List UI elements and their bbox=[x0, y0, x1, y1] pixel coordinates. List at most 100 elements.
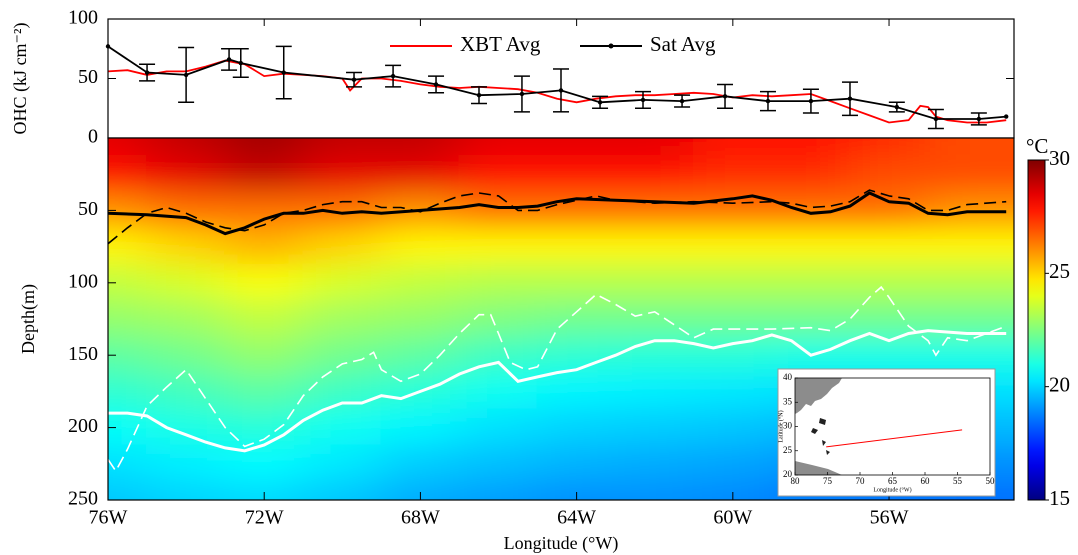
heatmap-cell bbox=[224, 480, 305, 500]
data-point bbox=[144, 70, 150, 75]
heatmap-cell bbox=[536, 372, 617, 411]
x-tick-label: 50 bbox=[986, 476, 996, 486]
heatmap-cell bbox=[146, 155, 227, 194]
heatmap-cell bbox=[380, 138, 461, 158]
heatmap-cell bbox=[692, 408, 773, 447]
heatmap-cell bbox=[302, 372, 383, 411]
heatmap-cell bbox=[146, 227, 227, 266]
heatmap-cell bbox=[380, 263, 461, 302]
heatmap-cell bbox=[614, 444, 695, 483]
contour-line bbox=[108, 329, 1007, 453]
heatmap-cell bbox=[302, 227, 383, 266]
data-point bbox=[433, 82, 439, 87]
heatmap-cell bbox=[614, 155, 695, 194]
heatmap-cell bbox=[614, 480, 695, 500]
y-tick-label: 50 bbox=[78, 66, 98, 88]
data-point bbox=[933, 116, 939, 122]
heatmap-cell bbox=[224, 191, 305, 230]
data-point bbox=[679, 98, 685, 104]
data-point bbox=[351, 77, 357, 82]
heatmap-cell bbox=[848, 155, 930, 194]
y-tick-label: 50 bbox=[78, 198, 98, 220]
x-tick-label: 68W bbox=[401, 507, 440, 529]
y-tick-label: 35 bbox=[783, 396, 793, 406]
heatmap-cell bbox=[692, 227, 773, 266]
heatmap-cell bbox=[302, 444, 383, 483]
land bbox=[819, 418, 826, 425]
heatmap-cell bbox=[302, 155, 383, 194]
x-tick-label: 76W bbox=[89, 507, 128, 529]
data-point bbox=[476, 92, 482, 98]
x-tick-label: 72W bbox=[245, 507, 284, 529]
heatmap-cell bbox=[108, 299, 149, 339]
heatmap-cell bbox=[108, 372, 149, 411]
y-tick-label: 25 bbox=[783, 445, 793, 455]
heatmap-cell bbox=[770, 263, 851, 302]
heatmap-cell bbox=[146, 408, 227, 447]
heatmap-cell bbox=[536, 263, 617, 302]
x-tick-label: 60 bbox=[921, 476, 931, 486]
data-point bbox=[597, 100, 603, 105]
x-tick-label: 70 bbox=[856, 476, 866, 486]
x-tick-label: 65 bbox=[888, 476, 898, 486]
heatmap-cell bbox=[770, 155, 851, 194]
data-point bbox=[238, 60, 243, 66]
x-tick-label: 64W bbox=[557, 507, 596, 529]
legend-label: Sat Avg bbox=[650, 32, 716, 56]
heatmap-cell bbox=[146, 263, 227, 302]
heatmap-cell bbox=[848, 336, 930, 375]
y-axis-label: OHC (kJ cm⁻²) bbox=[10, 23, 31, 135]
heatmap-cell bbox=[692, 444, 773, 483]
colorbar-tick-label: 30 bbox=[1049, 146, 1070, 170]
data-point bbox=[1003, 114, 1009, 119]
heatmap-cell bbox=[224, 138, 305, 158]
heatmap-cell bbox=[380, 155, 461, 194]
y-axis-label: Depth(m) bbox=[18, 284, 39, 354]
heatmap-cell bbox=[614, 263, 695, 302]
heatmap-cell bbox=[614, 191, 695, 230]
x-axis-label: Longitude (°W) bbox=[504, 533, 619, 554]
heatmap-cell bbox=[692, 372, 773, 411]
data-point bbox=[281, 70, 286, 75]
contour-line bbox=[108, 191, 1007, 236]
data-point bbox=[808, 98, 814, 104]
heatmap-cell bbox=[848, 227, 930, 266]
heatmap-cell bbox=[458, 408, 539, 447]
heatmap-cell bbox=[536, 227, 617, 266]
colorbar-tick-label: 15 bbox=[1049, 486, 1070, 510]
heatmap-cell bbox=[108, 480, 149, 500]
y-tick-label: 30 bbox=[783, 421, 793, 431]
heatmap-cell bbox=[536, 155, 617, 194]
colorbar-tick-label: 25 bbox=[1049, 259, 1070, 283]
heatmap-cell bbox=[224, 263, 305, 302]
colorbar-tick-label: 20 bbox=[1049, 372, 1070, 396]
heatmap-cell bbox=[848, 138, 930, 158]
heatmap-cell bbox=[692, 138, 773, 158]
heatmap-cell bbox=[536, 138, 617, 158]
land bbox=[795, 378, 842, 414]
y-tick-label: 0 bbox=[88, 126, 98, 148]
heatmap-cell bbox=[770, 299, 851, 339]
x-tick-label: 80 bbox=[791, 476, 801, 486]
heatmap-cell bbox=[380, 480, 461, 500]
y-tick-label: 150 bbox=[68, 343, 98, 365]
heatmap-cell bbox=[146, 372, 227, 411]
heatmap-cell bbox=[536, 408, 617, 447]
heatmap-cell bbox=[146, 138, 227, 158]
data-point bbox=[722, 94, 728, 99]
heatmap-cell bbox=[692, 336, 773, 375]
heatmap-cell bbox=[614, 408, 695, 447]
heatmap-cell bbox=[458, 227, 539, 266]
heatmap-cell bbox=[458, 444, 539, 483]
ship-track bbox=[826, 429, 963, 448]
data-point bbox=[894, 104, 900, 110]
heatmap-clip bbox=[108, 138, 1014, 500]
data-point bbox=[847, 96, 853, 101]
heatmap-cell bbox=[927, 227, 1014, 266]
data-point bbox=[390, 73, 396, 79]
x-tick-label: 60W bbox=[713, 507, 752, 529]
colorbar bbox=[1027, 159, 1046, 501]
heatmap-cell bbox=[536, 299, 617, 339]
heatmap-cell bbox=[927, 155, 1014, 194]
